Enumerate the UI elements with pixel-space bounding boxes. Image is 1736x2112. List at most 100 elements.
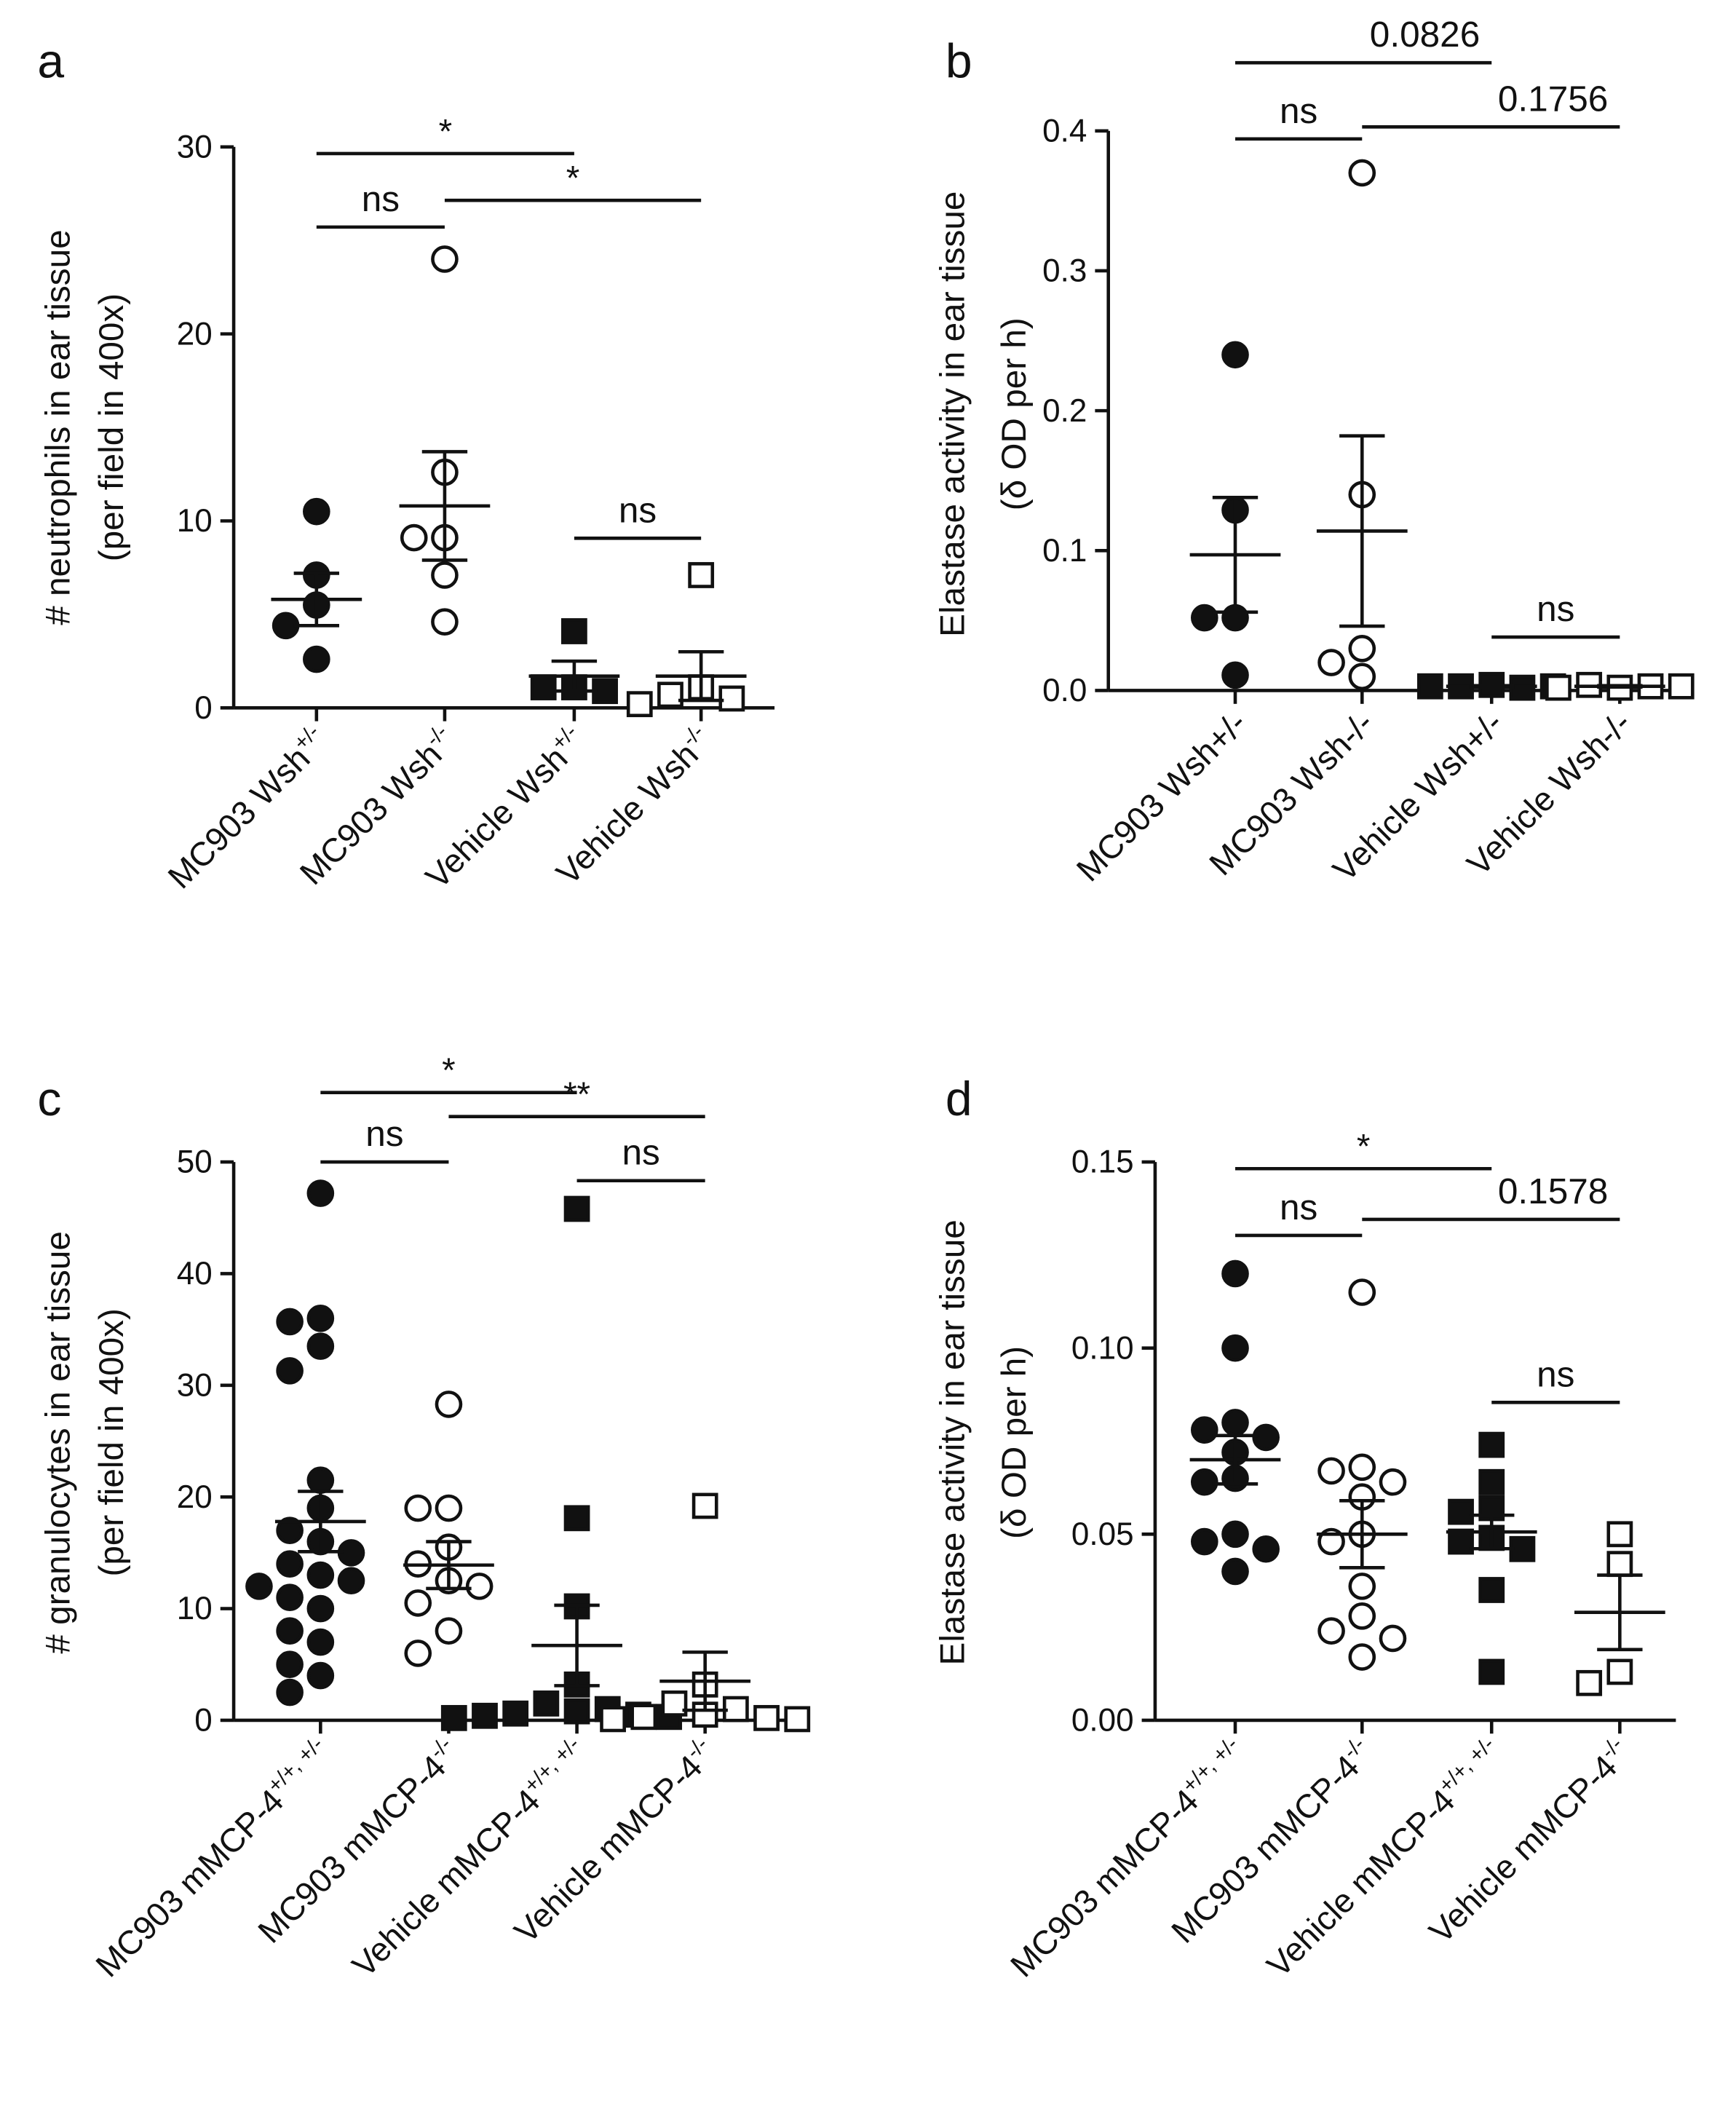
data-point	[1221, 1520, 1249, 1549]
data-point	[1221, 1259, 1249, 1288]
y-axis-label: (δ OD per h)	[995, 317, 1034, 510]
data-point	[1348, 663, 1376, 691]
data-point	[1191, 1468, 1218, 1496]
data-point	[1478, 1468, 1505, 1495]
significance-label: ns	[619, 490, 657, 530]
data-point	[276, 1617, 304, 1645]
y-tick-label: 10	[177, 1591, 213, 1626]
error-bar	[551, 659, 598, 693]
error-bar	[293, 571, 340, 628]
data-point	[1576, 1669, 1603, 1696]
y-tick-label: 30	[177, 1367, 213, 1403]
data-point	[1348, 1453, 1376, 1482]
y-tick-label: 0.05	[1071, 1516, 1134, 1552]
data-point	[1416, 673, 1443, 700]
data-point	[1606, 1521, 1633, 1548]
y-tick-label: 0.15	[1071, 1144, 1134, 1180]
data-point	[306, 1179, 335, 1207]
significance-label: 0.1756	[1498, 79, 1608, 119]
y-tick-label: 0.4	[1042, 113, 1087, 149]
y-axis-label: # neutrophils in ear tissue	[39, 229, 77, 625]
y-tick-label: 0.00	[1071, 1703, 1134, 1739]
data-point	[276, 1308, 304, 1336]
data-point	[306, 1628, 335, 1656]
data-point	[440, 1704, 467, 1731]
data-point	[1606, 1551, 1633, 1578]
data-point	[1478, 1431, 1505, 1458]
y-tick-label: 0.0	[1042, 673, 1087, 708]
data-point	[1221, 1334, 1249, 1362]
error-bar	[1212, 495, 1259, 614]
data-point	[431, 561, 459, 589]
category-name: Vehicle Wsh	[549, 735, 705, 892]
y-axis-label: # granulocytes in ear tissue	[39, 1231, 77, 1654]
data-point	[306, 1466, 335, 1494]
data-point	[1478, 1577, 1505, 1603]
data-point	[661, 1690, 688, 1717]
significance-label: **	[563, 1075, 590, 1114]
data-point	[1252, 1423, 1280, 1452]
error-bar	[426, 1540, 472, 1591]
category-superscript: +/+, +/-	[263, 1732, 328, 1797]
data-point	[276, 1583, 304, 1612]
category-name: MC903 mMCP-4	[1003, 1781, 1205, 1984]
data-point	[1221, 341, 1249, 369]
error-bar	[554, 1603, 600, 1688]
data-point	[563, 1505, 590, 1532]
error-bar	[1597, 1573, 1643, 1652]
data-point	[1348, 1573, 1376, 1600]
significance-label: ns	[1280, 91, 1317, 131]
panel-letter: d	[946, 1072, 972, 1126]
error-bar	[682, 1650, 728, 1712]
data-point	[691, 1492, 718, 1519]
data-point	[400, 523, 428, 552]
x-tick-label: MC903 mMCP-4+/+, +/-	[87, 1732, 339, 1984]
y-axis-label: (per field in 400x)	[92, 293, 131, 561]
significance-label: *	[439, 112, 453, 151]
data-point	[1348, 1643, 1376, 1671]
category-name: MC903 mMCP-4	[88, 1781, 290, 1984]
error-bar	[1339, 1499, 1385, 1570]
y-axis-label: (δ OD per h)	[995, 1346, 1034, 1539]
y-tick-label: 0	[194, 690, 212, 726]
data-point	[592, 678, 618, 705]
x-tick-label: Vehicle mMCP-4+/+, +/-	[344, 1732, 595, 1984]
error-bar	[678, 649, 724, 703]
data-point	[245, 1573, 273, 1600]
data-point	[431, 608, 459, 636]
x-tick-label: Vehicle mMCP-4+/+, +/-	[1258, 1732, 1510, 1984]
significance-label: ns	[1537, 589, 1574, 629]
significance-label: *	[442, 1051, 456, 1090]
y-tick-label: 40	[177, 1256, 213, 1292]
data-point	[306, 1661, 335, 1690]
error-bar	[1339, 434, 1385, 628]
data-point	[1448, 1528, 1474, 1555]
significance-label: *	[566, 159, 580, 198]
data-point	[1317, 1617, 1345, 1645]
data-point	[1348, 1278, 1376, 1306]
panel-letter: b	[946, 33, 972, 87]
category-name: MC903 Wsh	[160, 739, 317, 895]
significance-label: ns	[365, 1114, 403, 1154]
data-point	[435, 1617, 463, 1645]
data-point	[1221, 1409, 1249, 1436]
data-point	[337, 1567, 365, 1595]
data-point	[561, 618, 587, 644]
data-point	[303, 645, 330, 673]
error-bar	[1212, 1433, 1259, 1486]
data-point	[1191, 1416, 1218, 1444]
y-tick-label: 0.3	[1042, 253, 1087, 289]
error-bar	[1469, 1513, 1515, 1551]
data-point	[600, 1706, 626, 1733]
data-point	[1478, 1658, 1505, 1685]
significance-label: ns	[362, 179, 400, 219]
data-point	[626, 691, 653, 718]
data-point	[1379, 1468, 1407, 1496]
data-point	[563, 1698, 590, 1725]
data-point	[784, 1706, 811, 1733]
data-point	[1348, 159, 1376, 187]
category-superscript: +/+, +/-	[1178, 1732, 1243, 1797]
y-tick-label: 30	[177, 129, 213, 165]
y-tick-label: 20	[177, 316, 213, 352]
